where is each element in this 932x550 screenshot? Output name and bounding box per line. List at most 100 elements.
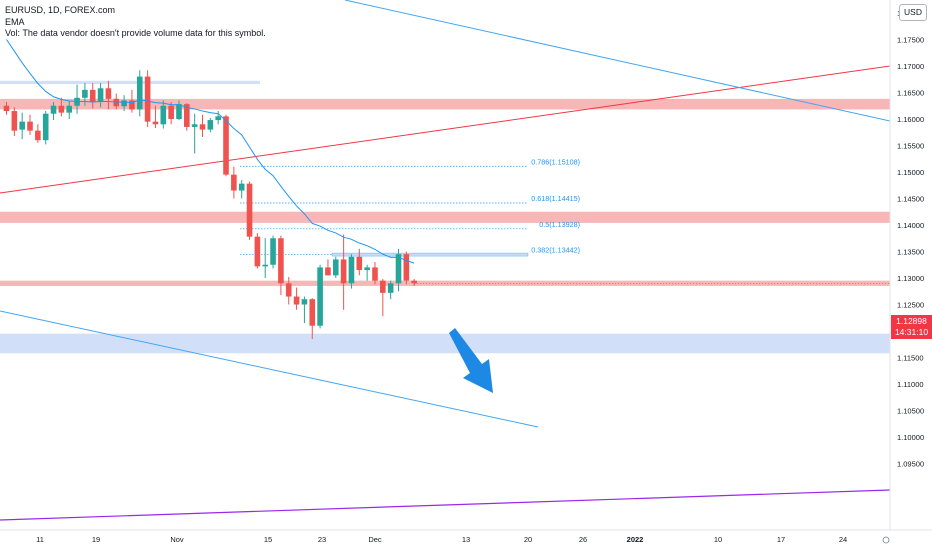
zone-resistance	[0, 211, 890, 223]
fib-label: 0.382(1.13442)	[531, 246, 580, 255]
last-price-tag: 1.12898 14:31:10	[891, 315, 932, 339]
candle-body	[58, 105, 65, 113]
candle-body	[27, 121, 33, 131]
y-tick-label: 1.15500	[897, 142, 924, 151]
candle-body	[89, 89, 96, 103]
candle-body	[223, 116, 229, 175]
candle-body	[238, 183, 245, 191]
candle-body	[254, 236, 261, 267]
candle-body	[184, 104, 190, 127]
candle-body	[207, 120, 214, 130]
fib-label: 0.618(1.14415)	[531, 194, 580, 203]
candle-body	[270, 238, 276, 265]
candle-body	[113, 98, 120, 107]
candle-body	[246, 183, 253, 237]
last-price-value: 1.12898	[896, 316, 927, 326]
candle-body	[121, 100, 127, 107]
arrow-layer	[449, 328, 493, 393]
candle-body	[168, 105, 174, 119]
candle-body	[144, 76, 151, 122]
candle-body	[262, 264, 269, 267]
candle-body	[332, 259, 339, 276]
candle-body	[160, 105, 167, 125]
candle-body	[11, 111, 18, 131]
candle-body	[129, 100, 135, 110]
fib-highlight-box	[331, 252, 529, 257]
indicator-name[interactable]: EMA	[5, 16, 25, 27]
candle-body	[191, 124, 198, 127]
y-tick-label: 1.14000	[897, 221, 924, 230]
currency-button[interactable]: USD	[899, 4, 927, 21]
candle-body	[301, 299, 308, 305]
candle-body	[364, 267, 370, 271]
y-tick-label: 1.10000	[897, 433, 924, 442]
candle-body	[3, 105, 10, 112]
x-tick-label: Nov	[170, 535, 184, 544]
candles-layer	[3, 70, 417, 339]
candle-body	[50, 105, 57, 114]
candle-body	[176, 104, 182, 119]
candle-body	[97, 88, 104, 103]
y-tick-label: 1.10500	[897, 407, 924, 416]
candle-body	[82, 89, 88, 98]
x-tick-label: 23	[318, 535, 326, 544]
bar-countdown: 14:31:10	[894, 327, 929, 337]
y-tick-label: 1.17000	[897, 62, 924, 71]
trendlines-layer	[0, 0, 891, 521]
candle-body	[35, 130, 41, 141]
y-tick-label: 1.13500	[897, 248, 924, 257]
chart-legend: EURUSD, 1D, FOREX.com EMA Vol: The data …	[5, 5, 266, 40]
y-tick-label: 1.16500	[897, 89, 924, 98]
candle-body	[152, 121, 159, 125]
x-tick-label: 26	[579, 535, 587, 544]
fibonacci-layer: 0.786(1.15108) 0.618(1.14415) 0.5(1.13928)…	[240, 157, 580, 257]
x-tick-label: 2022	[627, 535, 644, 544]
y-tick-label: 1.12500	[897, 301, 924, 310]
zone-highlight	[0, 80, 260, 85]
candle-body	[231, 174, 237, 191]
x-tick-label: 10	[714, 535, 722, 544]
candle-body	[380, 280, 386, 293]
candle-body	[411, 280, 417, 284]
candle-body	[215, 116, 221, 121]
x-tick-label: 13	[462, 535, 470, 544]
trendline-blue-lower	[0, 310, 539, 428]
candle-body	[387, 283, 394, 293]
y-tick-label: 1.09500	[897, 460, 924, 469]
y-tick-label: 1.14500	[897, 195, 924, 204]
candle-body	[317, 267, 323, 326]
x-tick-label: 11	[36, 535, 44, 544]
ema-layer	[6, 39, 890, 284]
candle-body	[199, 124, 206, 130]
candle-body	[19, 121, 25, 130]
candle-body	[309, 299, 316, 326]
candle-body	[285, 283, 292, 297]
zones-layer	[0, 80, 890, 354]
y-tick-label: 1.11500	[897, 354, 924, 363]
fib-label: 0.5(1.13928)	[539, 220, 580, 229]
candle-body	[403, 254, 410, 281]
candle-body	[348, 256, 355, 284]
candle-body	[340, 259, 347, 284]
y-tick-label: 1.13000	[897, 274, 924, 283]
symbol-title[interactable]: EURUSD, 1D, FOREX.com	[5, 5, 116, 15]
trendline-blue-upper	[344, 0, 891, 122]
candle-body	[278, 238, 284, 284]
settings-icon	[882, 536, 890, 544]
y-tick-label: 1.11000	[897, 380, 924, 389]
y-tick-label: 1.17500	[897, 36, 924, 45]
down-arrow-icon	[449, 328, 493, 393]
candle-body	[395, 254, 402, 284]
x-tick-label: 17	[777, 535, 785, 544]
candle-body	[66, 105, 73, 113]
x-tick-label: 19	[92, 535, 100, 544]
trendline-purple	[0, 489, 891, 521]
candle-body	[42, 113, 49, 141]
volume-note: Vol: The data vendor doesn't provide vol…	[5, 28, 266, 38]
candle-body	[372, 267, 378, 281]
y-tick-label: 1.15000	[897, 168, 924, 177]
x-tick-label: 20	[524, 535, 532, 544]
candle-body	[105, 88, 112, 99]
candle-body	[136, 76, 143, 110]
